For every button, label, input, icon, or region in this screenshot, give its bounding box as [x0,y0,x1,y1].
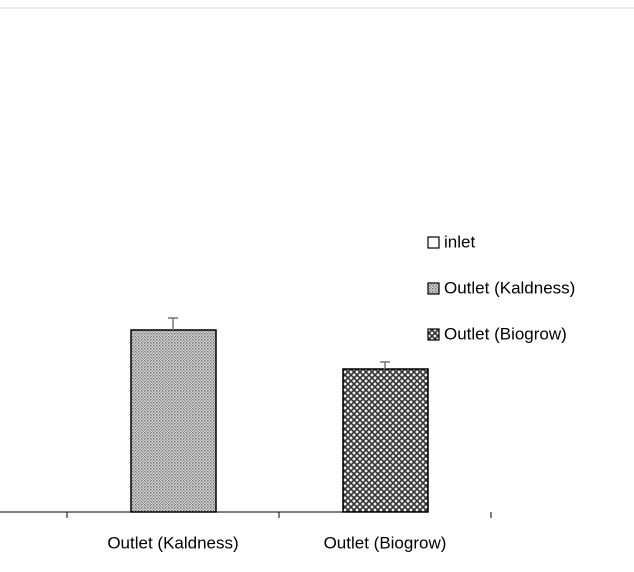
legend-swatch [427,328,440,341]
x-tick-label: Outlet (Kaldness) [107,533,238,552]
bar [342,368,429,513]
legend-label: Outlet (Biogrow) [444,324,567,343]
legend-swatch [427,282,440,295]
error-bar [168,317,178,330]
legend-swatch [427,236,440,249]
x-tick-label: Outlet (Biogrow) [324,533,447,552]
bar [130,329,217,513]
legend-label: Outlet (Kaldness) [444,278,575,297]
legend-label: inlet [444,232,475,251]
error-bar [380,361,390,369]
